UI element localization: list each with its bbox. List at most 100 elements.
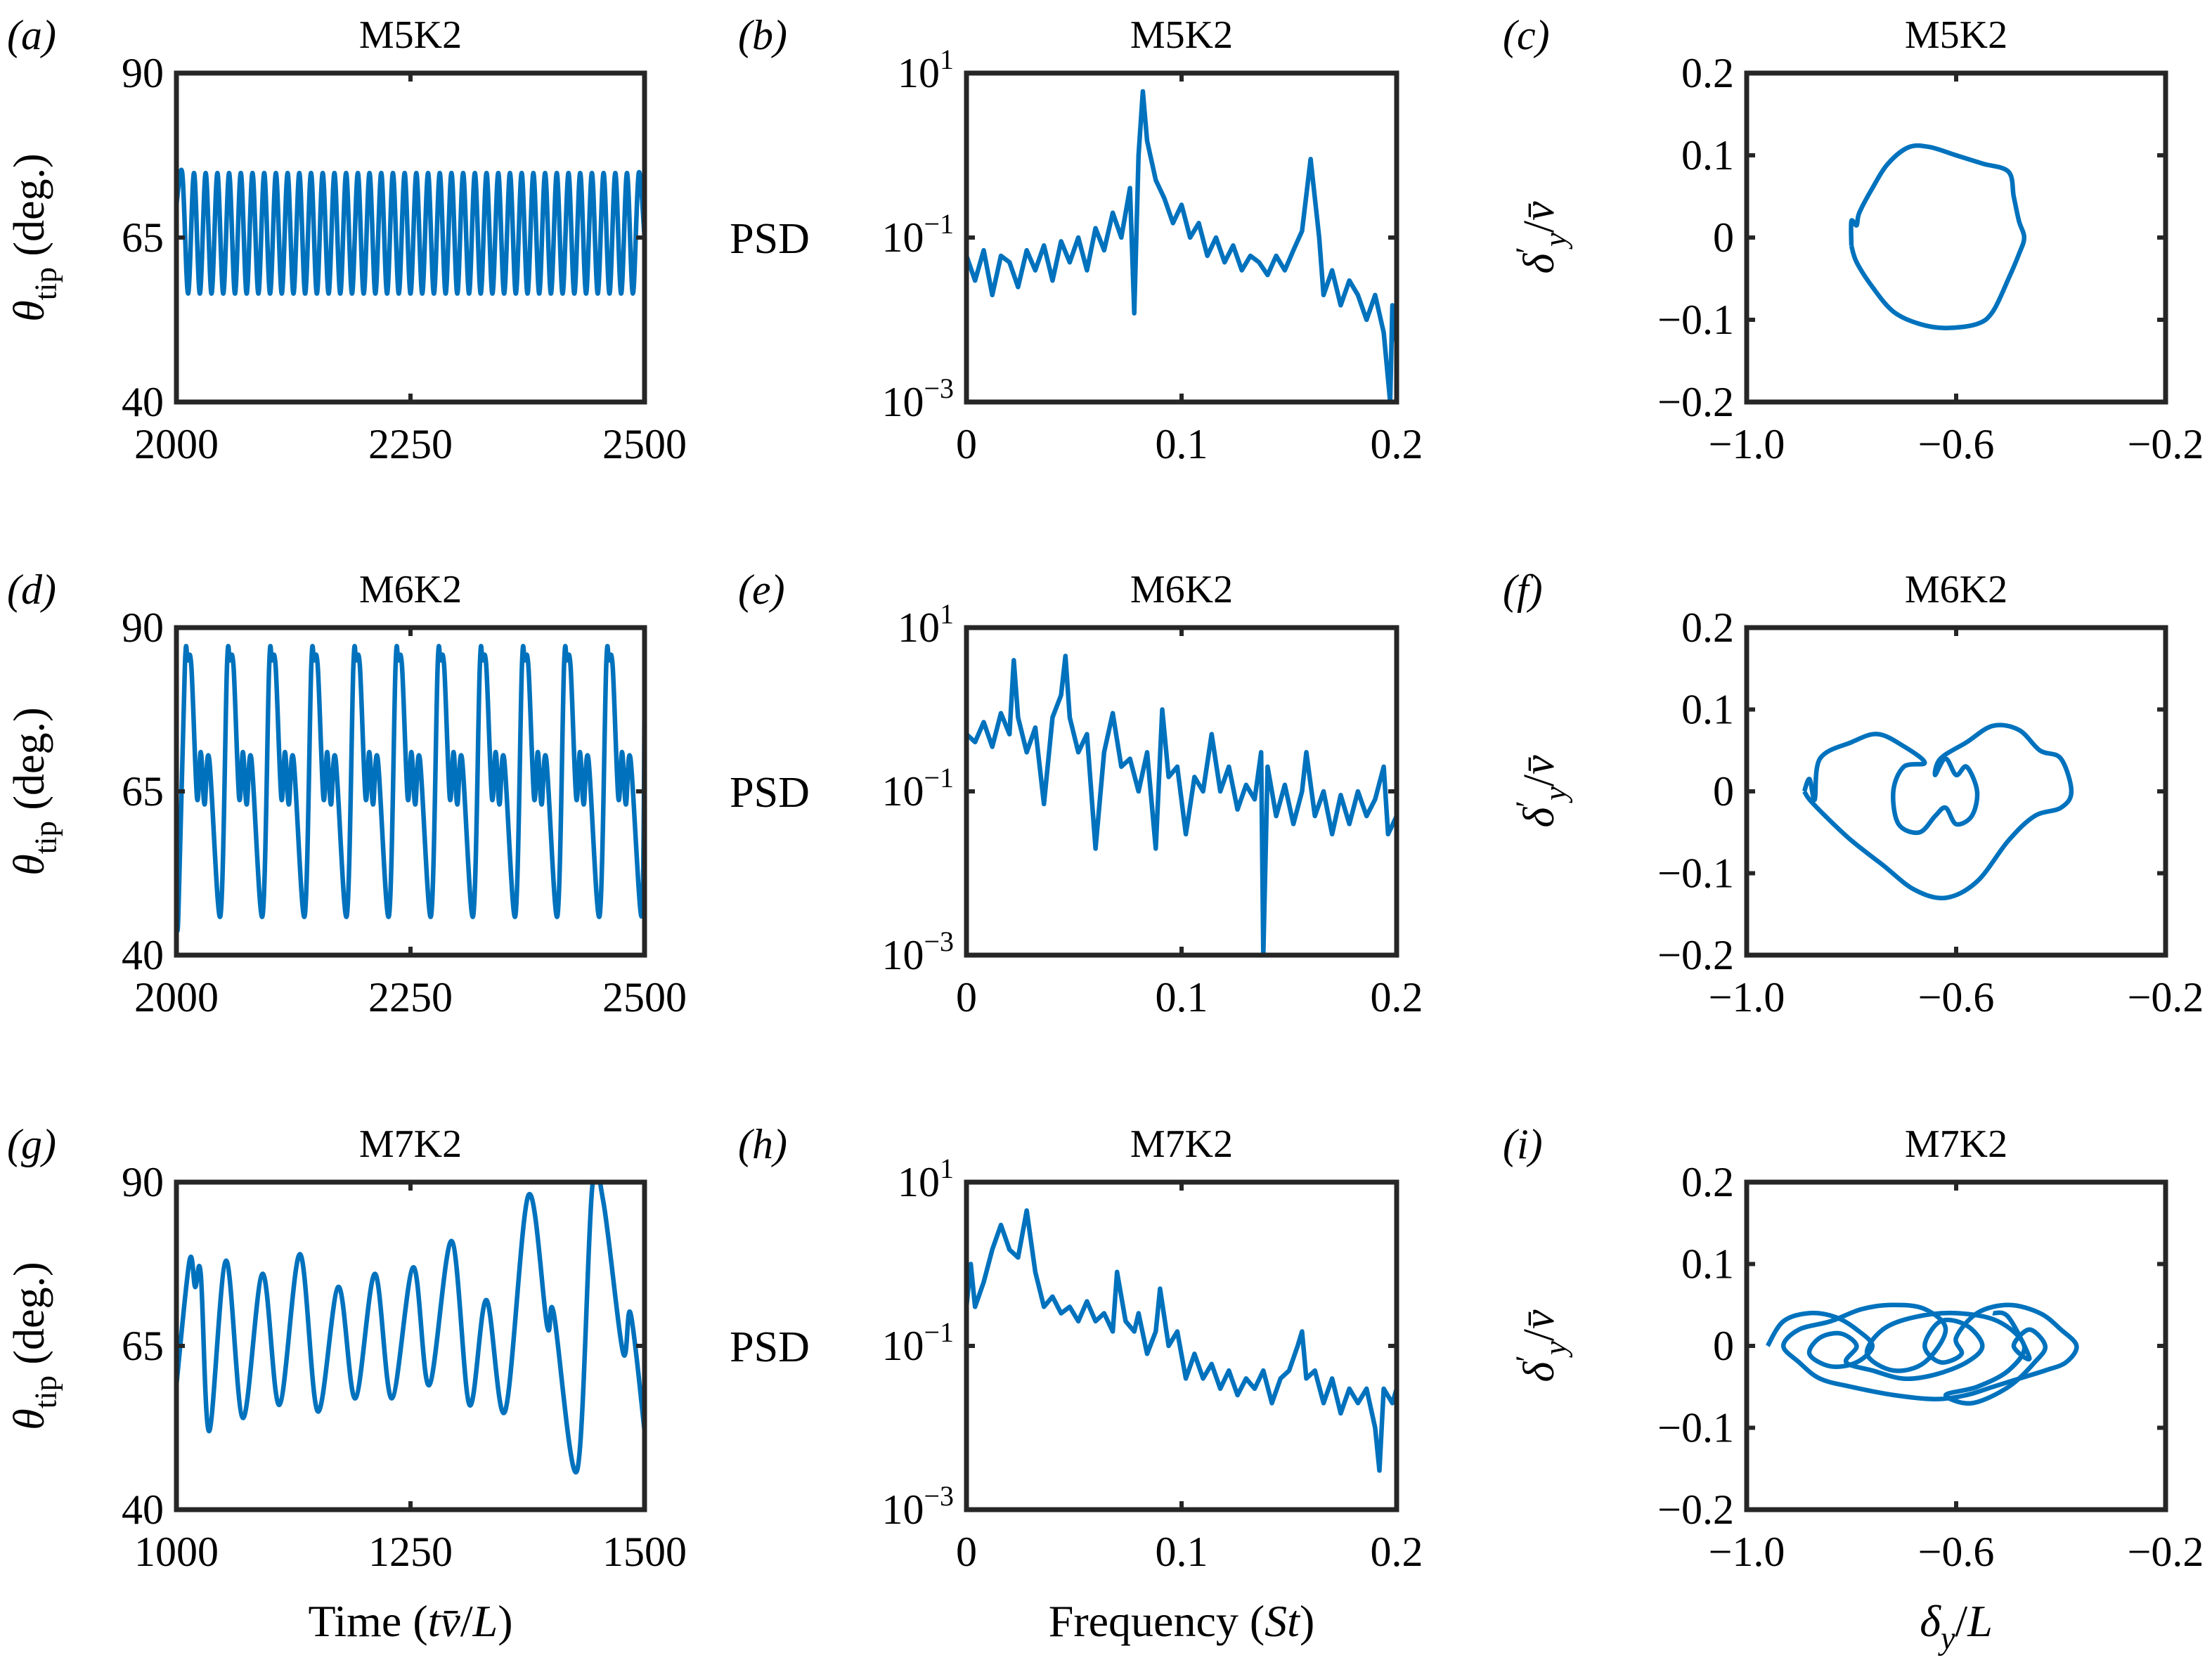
y-tick-label: −0.1	[1657, 297, 1734, 343]
y-tick-label: 90	[122, 50, 164, 96]
x-tick-label: −0.2	[2128, 1529, 2204, 1575]
data-series-line	[1765, 1302, 2079, 1406]
panel-label: (c)	[1503, 12, 1550, 58]
data-series-line	[176, 1181, 645, 1475]
y-axis-label: δ′y/v̄	[1508, 755, 1572, 828]
y-tick-label: 0.1	[1681, 687, 1734, 733]
panel-label: (b)	[738, 12, 787, 58]
y-tick-label: 65	[122, 214, 164, 261]
panel-label: (a)	[7, 12, 56, 58]
y-tick-label: 10−3	[881, 926, 954, 978]
y-axis-label: PSD	[730, 1323, 810, 1371]
y-tick-label: −0.1	[1657, 850, 1734, 897]
y-axis-label: θtip (deg.)	[6, 707, 63, 875]
x-tick-label: −0.2	[2128, 974, 2204, 1020]
x-tick-label: −0.2	[2128, 421, 2204, 467]
y-tick-label: 0	[1713, 214, 1734, 261]
y-axis-label: δ′y/v̄	[1508, 1309, 1572, 1382]
x-tick-label: −1.0	[1709, 421, 1785, 467]
axes-box	[1744, 625, 2168, 958]
subplot-h: (h) M7K2 0 0.1 0.2 10−3 10−1 101 PSD Frequency (S…	[730, 1121, 1423, 1646]
axes-box	[964, 70, 1399, 405]
y-tick-label: 65	[122, 768, 164, 815]
subplot-i: (i) M7K2 −1.0 −0.6 −0.2 −0.2 −0.1 0 0.1 0.2 δ′y/v̄…	[1503, 1121, 2204, 1656]
y-tick-label: 0	[1713, 768, 1734, 815]
y-tick-label: 40	[122, 932, 164, 978]
y-tick-label: −0.2	[1657, 379, 1734, 425]
y-tick-label: 90	[122, 1159, 164, 1205]
y-tick-label: 40	[122, 379, 164, 425]
y-axis-label: θtip (deg.)	[6, 1262, 63, 1430]
y-tick-label: 10−3	[881, 372, 954, 425]
subplot-title: M7K2	[1905, 1122, 2007, 1166]
axes-box	[174, 1179, 647, 1512]
subplot-title: M7K2	[1130, 1122, 1233, 1166]
subplot-title: M5K2	[1905, 13, 2007, 57]
x-tick-label: −1.0	[1709, 974, 1785, 1020]
data-series-line	[966, 654, 1397, 957]
y-tick-label: 101	[898, 44, 954, 96]
subplot-d: (d) M6K2 2000 2250 2500 40 65 90 θtip (deg.)	[6, 566, 687, 1020]
x-tick-label: −0.6	[1918, 421, 1995, 467]
y-tick-label: −0.1	[1657, 1405, 1734, 1451]
x-tick-label: 0.1	[1156, 421, 1208, 467]
y-tick-label: 101	[898, 1153, 954, 1205]
axes-box	[1744, 70, 2168, 405]
axes-box	[174, 70, 647, 405]
x-tick-label: 0	[956, 1529, 977, 1575]
y-tick-label: 90	[122, 604, 164, 651]
x-tick-label: 2000	[134, 974, 219, 1020]
y-tick-label: −0.2	[1657, 932, 1734, 978]
subplot-title: M6K2	[359, 568, 462, 611]
x-tick-label: 2500	[602, 421, 687, 467]
subplot-a: (a) M5K2 2000 2250 2500 40 65 90 θtip (deg.)	[6, 12, 687, 467]
x-axis-label: Time (tv̄/L)	[309, 1596, 513, 1646]
x-tick-label: 0.2	[1371, 421, 1423, 467]
x-tick-label: 2250	[368, 421, 453, 467]
x-tick-label: 0.1	[1156, 1529, 1208, 1575]
data-series-line	[1849, 143, 2027, 330]
data-series-line	[176, 644, 645, 933]
data-series-line	[1802, 722, 2074, 901]
subplot-c: (c) M5K2 −1.0 −0.6 −0.2 −0.2 −0.1 0 0.1 0.2 δ′y/v̄	[1503, 12, 2204, 467]
x-tick-label: 2500	[602, 974, 687, 1020]
x-tick-label: 0.2	[1371, 1529, 1423, 1575]
x-tick-label: 1250	[368, 1529, 453, 1575]
subplot-f: (f) M6K2 −1.0 −0.6 −0.2 −0.2 −0.1 0 0.1 0.2 δ′y/v̄	[1503, 566, 2204, 1020]
y-axis-label: δ′y/v̄	[1508, 201, 1572, 274]
panel-label: (d)	[7, 566, 56, 613]
y-tick-label: 0.2	[1681, 604, 1734, 651]
x-tick-label: 0.2	[1371, 974, 1423, 1020]
x-tick-label: −0.6	[1918, 1529, 1995, 1575]
subplot-title: M6K2	[1130, 568, 1233, 611]
y-axis-label: PSD	[730, 769, 810, 817]
subplot-g: (g) M7K2 1000 1250 1500 40 65 90 θtip (deg.) Time…	[6, 1121, 687, 1646]
y-tick-label: 0.1	[1681, 132, 1734, 179]
data-series-line	[966, 1208, 1397, 1473]
x-tick-label: 0	[956, 421, 977, 467]
y-tick-label: 10−1	[881, 1316, 954, 1369]
panel-label: (h)	[738, 1121, 787, 1167]
x-axis-label: Frequency (St)	[1049, 1596, 1315, 1646]
y-tick-label: 65	[122, 1323, 164, 1369]
data-series-line	[176, 167, 645, 296]
data-series-line	[966, 89, 1397, 403]
y-axis-label: PSD	[730, 215, 810, 263]
panel-label: (g)	[7, 1121, 56, 1167]
x-axis-label: δy/L	[1920, 1596, 1993, 1656]
x-tick-label: −1.0	[1709, 1529, 1785, 1575]
subplot-title: M7K2	[359, 1122, 462, 1166]
x-tick-label: 0	[956, 974, 977, 1020]
subplot-e: (e) M6K2 0 0.1 0.2 10−3 10−1 101 PSD	[730, 566, 1423, 1020]
y-tick-label: 10−1	[881, 762, 954, 815]
x-tick-label: −0.6	[1918, 974, 1995, 1020]
subplot-title: M6K2	[1905, 568, 2007, 611]
y-tick-label: 0.1	[1681, 1241, 1734, 1288]
y-tick-label: 0	[1713, 1323, 1734, 1369]
y-tick-label: 10−3	[881, 1480, 954, 1533]
x-tick-label: 1500	[602, 1529, 687, 1575]
x-tick-label: 0.1	[1156, 974, 1208, 1020]
y-tick-label: 10−1	[881, 208, 954, 261]
panel-label: (i)	[1503, 1121, 1543, 1167]
